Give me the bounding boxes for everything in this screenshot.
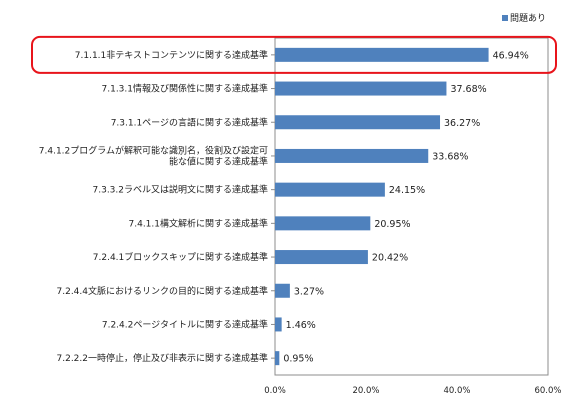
data-label: 37.68%: [450, 84, 486, 95]
bar: [275, 317, 282, 332]
plot-area: 0.0% 20.0% 40.0% 60.0% 46.94% 7.1.1.1非テキストコンテ…: [39, 37, 562, 396]
data-label: 36.27%: [444, 118, 480, 129]
plot-frame: [274, 37, 549, 376]
category-label: 7.2.2.2一時停止，停止及び非表示に関する達成基準: [57, 352, 269, 364]
category-label: 7.2.4.4文脈におけるリンクの目的に関する達成基準: [57, 285, 269, 297]
x-tick-label: 20.0%: [352, 386, 379, 396]
bar: [275, 81, 447, 96]
category-label: 7.4.1.1構文解析に関する達成基準: [129, 217, 269, 229]
legend-swatch: [502, 15, 508, 21]
legend: 問題あり: [502, 13, 546, 24]
data-label: 0.95%: [283, 354, 313, 365]
highlight-box: [31, 35, 557, 74]
bar: [275, 115, 441, 130]
bar: [275, 351, 280, 366]
data-label: 20.95%: [374, 219, 410, 230]
bar: [275, 250, 368, 265]
data-label: 1.46%: [286, 320, 316, 331]
bar: [275, 148, 429, 163]
category-label: 7.2.4.1ブロックスキップに関する達成基準: [93, 251, 268, 263]
data-label: 33.68%: [432, 151, 468, 162]
x-tick-label: 40.0%: [443, 386, 470, 396]
data-label: 46.94%: [493, 50, 529, 61]
category-label: 能な値に関する達成基準: [169, 155, 268, 167]
category-label: 7.3.3.2ラベル又は説明文に関する達成基準: [93, 184, 269, 196]
data-label: 3.27%: [294, 286, 324, 297]
category-label: 7.3.1.1ページの言語に関する達成基準: [111, 116, 268, 128]
category-label: 7.1.3.1情報及び関係性に関する達成基準: [102, 83, 269, 95]
bar: [275, 47, 489, 62]
bar: [275, 182, 385, 197]
data-label: 20.42%: [372, 253, 408, 264]
data-label: 24.15%: [389, 185, 425, 196]
category-label: 7.2.4.2ページタイトルに関する達成基準: [102, 318, 268, 330]
legend-label: 問題あり: [510, 13, 546, 24]
bar: [275, 283, 290, 298]
bar: [275, 216, 371, 231]
x-tick-label: 60.0%: [534, 386, 561, 396]
category-label: 7.4.1.2プログラムが解釈可能な識別名，役割及び設定可: [39, 144, 268, 156]
category-label: 7.1.1.1非テキストコンテンツに関する達成基準: [75, 49, 268, 61]
x-tick-label: 0.0%: [264, 386, 286, 396]
